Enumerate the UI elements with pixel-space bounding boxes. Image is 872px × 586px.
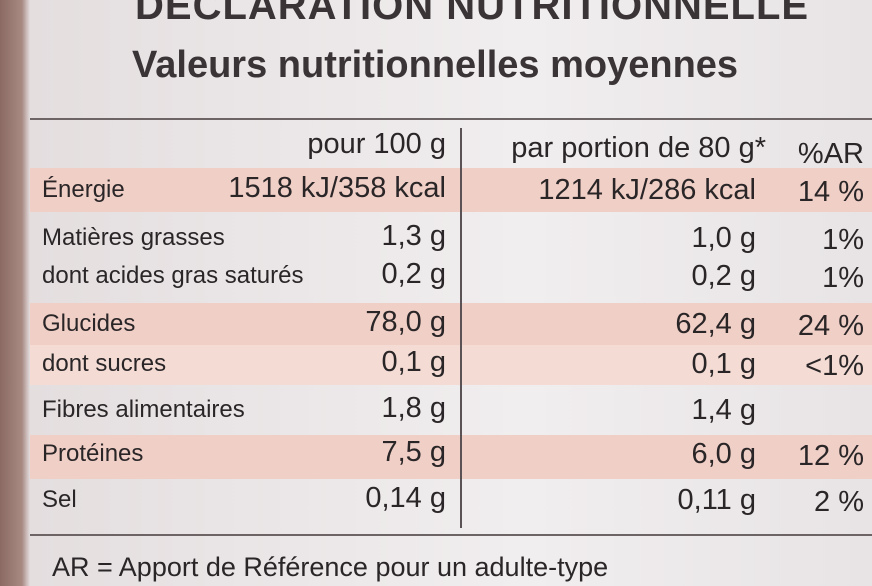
value-ar: 24 % (797, 310, 864, 342)
value-per-100g: 0,14 g (365, 482, 446, 514)
value-per-100g: 78,0 g (365, 306, 446, 338)
row-shade (30, 345, 872, 385)
column-header: par portion de 80 g* (511, 132, 766, 164)
value-per-portion: 0,11 g (677, 484, 756, 516)
row-label: Énergie (42, 176, 125, 203)
subtitle: Valeurs nutritionnelles moyennes (132, 44, 739, 86)
value-ar: 14 % (797, 176, 864, 208)
title: DÉCLARATION NUTRITIONNELLE (135, 0, 810, 28)
value-per-100g: 1,8 g (381, 392, 447, 424)
row-label: Sel (42, 486, 77, 513)
column-header: %AR (797, 138, 864, 170)
value-per-100g: 1,3 g (381, 220, 447, 252)
row-label: Fibres alimentaires (42, 396, 245, 423)
table-frame (30, 118, 872, 536)
row-label: Glucides (42, 310, 136, 337)
row-label: Protéines (42, 440, 144, 467)
row-shade (30, 435, 872, 479)
value-per-portion: 1214 kJ/286 kcal (538, 174, 756, 206)
value-per-portion: 62,4 g (675, 308, 756, 340)
value-ar: 12 % (797, 440, 864, 472)
value-per-portion: 1,4 g (691, 394, 757, 426)
value-per-100g: 0,1 g (381, 346, 447, 378)
value-ar: 2 % (814, 486, 864, 518)
row-shade (30, 168, 872, 212)
value-per-portion: 6,0 g (691, 438, 757, 470)
column-header: pour 100 g (307, 128, 446, 160)
value-per-100g: 7,5 g (381, 436, 447, 468)
value-per-100g: 0,2 g (381, 258, 447, 290)
row-label: dont sucres (42, 350, 167, 377)
value-per-portion: 0,1 g (691, 348, 757, 380)
footnote: AR = Apport de Référence pour un adulte-… (52, 552, 609, 582)
value-ar: 1% (822, 224, 864, 256)
value-per-100g: 1518 kJ/358 kcal (228, 172, 446, 204)
value-per-portion: 0,2 g (691, 260, 757, 292)
value-ar: 1% (822, 262, 864, 294)
value-ar: <1% (805, 350, 864, 382)
row-label: dont acides gras saturés (42, 262, 304, 289)
value-per-portion: 1,0 g (691, 222, 757, 254)
column-divider (460, 128, 462, 528)
row-label: Matières grasses (42, 224, 225, 251)
row-shade (30, 303, 872, 345)
